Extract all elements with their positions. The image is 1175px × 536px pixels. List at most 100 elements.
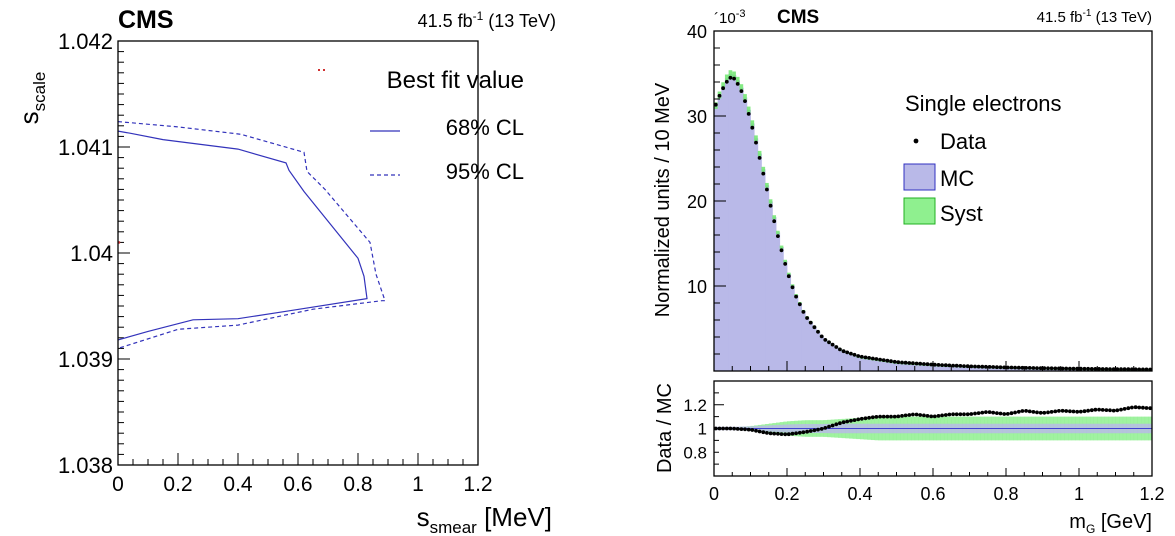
data-point [976, 364, 981, 369]
syst-band [779, 245, 784, 249]
right-legend: Single electrons Data MC Syst [903, 91, 1062, 226]
mc-bar [845, 352, 850, 371]
ratio-point [838, 421, 842, 426]
ratio-point [776, 431, 780, 436]
mc-bar [911, 363, 916, 371]
ratio-point [870, 415, 875, 420]
data-point [1060, 366, 1065, 371]
data-point [1068, 366, 1072, 371]
ratio-point [1086, 408, 1090, 413]
left-chart: CMS 41.5 fb-1 (13 TeV) 0 0.2 0.4 0.6 0.8 1 1.2… [14, 6, 556, 536]
ratio-point [973, 411, 977, 416]
ratio-point [1104, 408, 1109, 412]
data-point [954, 363, 959, 368]
mc-bar [976, 367, 981, 371]
syst-band [768, 199, 773, 204]
ratio-point [929, 414, 934, 419]
data-point [1082, 366, 1087, 371]
left-x-tick-label: 0 [112, 473, 124, 496]
data-point [943, 363, 948, 368]
ratio-point [995, 411, 999, 415]
mc-bar [776, 232, 781, 371]
data-point [940, 363, 944, 367]
ratio-point [1064, 409, 1069, 413]
mc-bar [797, 303, 802, 371]
legend-data-marker [913, 138, 919, 144]
left-legend: Best fit value 68% CL 95% CL [318, 67, 524, 184]
data-point [1075, 366, 1080, 371]
data-point [1071, 366, 1076, 371]
mc-bar [834, 347, 839, 371]
ratio-point [757, 429, 762, 434]
mc-bar [947, 365, 952, 372]
right-lumi-label: 41.5 fb-1 (13 TeV) [1037, 8, 1152, 26]
left-x-tick-label: 0.4 [223, 473, 253, 496]
data-point [929, 362, 934, 367]
data-point [1013, 365, 1017, 370]
left-x-tick-label: 0.2 [163, 473, 192, 496]
left-x-tick-label: 1.2 [463, 473, 492, 496]
data-point [819, 334, 824, 339]
ratio-point [735, 427, 740, 431]
mc-bar [940, 365, 945, 371]
data-point [1035, 366, 1039, 370]
ratio-point [1144, 406, 1149, 410]
data-point [783, 262, 788, 266]
data-point [845, 350, 850, 355]
data-point [750, 125, 755, 130]
ratio-point [743, 427, 747, 432]
ratio-point [914, 412, 919, 417]
syst-band [754, 135, 758, 142]
mc-bar [991, 367, 996, 371]
data-point [739, 89, 744, 93]
ratio-point [885, 414, 890, 419]
ratio-point [1016, 409, 1021, 414]
mc-bar [962, 366, 967, 371]
data-point [1046, 366, 1050, 371]
mc-bar [805, 317, 810, 371]
ratio-point [812, 428, 817, 433]
data-point [1024, 366, 1028, 370]
mc-bar [878, 360, 883, 371]
mc-bar [827, 342, 832, 371]
ratio-y-tick-label: 0.8 [683, 443, 707, 462]
ratio-point [1002, 412, 1007, 416]
syst-band [790, 284, 795, 287]
data-point [1108, 367, 1112, 371]
data-point [841, 349, 846, 354]
ratio-point [911, 412, 915, 417]
syst-band [721, 82, 725, 90]
syst-band [783, 259, 787, 263]
data-point [918, 361, 923, 366]
ratio-point [794, 431, 798, 436]
mc-bar [739, 87, 744, 371]
data-point [973, 364, 977, 369]
data-point [947, 363, 952, 368]
data-point [885, 358, 890, 363]
data-point [914, 361, 919, 366]
ratio-point [830, 423, 835, 428]
mc-bar [1002, 367, 1007, 372]
syst-band [732, 71, 736, 79]
mc-bar [849, 354, 854, 371]
ratio-point [1130, 405, 1134, 410]
ratio-point [867, 415, 871, 420]
right-x-tick-label: 0.8 [993, 484, 1018, 504]
legend-95cl-label: 95% CL [446, 159, 524, 184]
data-point [896, 360, 901, 365]
data-point [1057, 366, 1061, 371]
data-point [1009, 365, 1014, 370]
mc-bar [973, 366, 978, 371]
ratio-point [1082, 409, 1087, 414]
data-point [1053, 366, 1058, 371]
right-y-tick-label: 30 [687, 107, 707, 127]
ratio-point [801, 430, 806, 435]
ratio-point [947, 412, 952, 417]
data-point [998, 365, 1003, 370]
mc-bar [816, 331, 821, 371]
mc-bar [987, 367, 992, 371]
data-point [1137, 367, 1142, 372]
legend-syst-label: Syst [940, 201, 983, 226]
ratio-point [962, 412, 966, 417]
